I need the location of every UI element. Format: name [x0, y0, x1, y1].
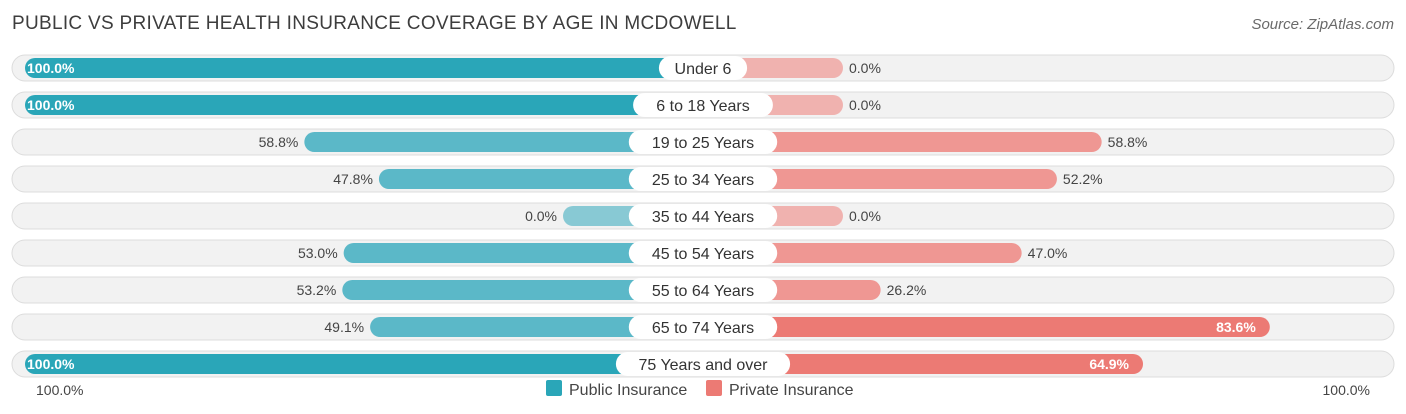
public-bar: [25, 95, 703, 115]
bar-rows: 100.0% 0.0% Under 6 100.0% 0.0% 6 to 18 Years…: [11, 54, 1395, 378]
axis-label-right: 100.0%: [1323, 382, 1370, 398]
private-value-label: 58.8%: [1108, 134, 1148, 150]
category-label: 75 Years and over: [639, 357, 769, 374]
bar-row: 53.0% 47.0% 45 to 54 Years: [11, 239, 1395, 267]
bar-row: 100.0% 0.0% 6 to 18 Years: [11, 91, 1395, 119]
legend-swatch-public: [546, 380, 562, 396]
category-pill: [628, 278, 778, 302]
bar-row: 100.0% 64.9% 75 Years and over: [11, 350, 1395, 378]
private-bar: [703, 243, 1022, 263]
private-value-label: 47.0%: [1028, 245, 1068, 261]
category-pill: [628, 204, 778, 228]
public-value-label: 47.8%: [333, 171, 373, 187]
category-pill: [628, 315, 778, 339]
private-value-label: 64.9%: [1089, 356, 1129, 372]
legend-swatch-private: [706, 380, 722, 396]
public-bar: [370, 317, 703, 337]
category-pill: [633, 93, 773, 117]
legend: Public Insurance Private Insurance: [546, 380, 854, 399]
bar-row: 47.8% 52.2% 25 to 34 Years: [11, 165, 1395, 193]
public-bar: [25, 58, 703, 78]
private-value-label: 26.2%: [887, 282, 927, 298]
axis-label-left: 100.0%: [36, 382, 83, 398]
public-value-label: 0.0%: [525, 208, 557, 224]
private-value-label: 52.2%: [1063, 171, 1103, 187]
chart-title: PUBLIC VS PRIVATE HEALTH INSURANCE COVER…: [12, 13, 737, 34]
public-value-label: 49.1%: [324, 319, 364, 335]
bar-row: 49.1% 83.6% 65 to 74 Years: [11, 313, 1395, 341]
private-bar: [703, 132, 1102, 152]
category-label: 19 to 25 Years: [652, 135, 754, 152]
chart-source: Source: ZipAtlas.com: [1251, 16, 1394, 33]
public-bar: [25, 354, 703, 374]
public-value-label: 100.0%: [27, 97, 75, 113]
public-value-label: 53.2%: [297, 282, 337, 298]
private-value-label: 0.0%: [849, 208, 881, 224]
bar-row: 58.8% 58.8% 19 to 25 Years: [11, 128, 1395, 156]
public-value-label: 58.8%: [259, 134, 299, 150]
bar-row: 100.0% 0.0% Under 6: [11, 54, 1395, 82]
public-bar: [378, 169, 703, 189]
category-label: 35 to 44 Years: [652, 209, 754, 226]
category-pill: [628, 241, 778, 265]
public-bar: [343, 243, 703, 263]
category-label: Under 6: [675, 61, 732, 78]
private-value-label: 83.6%: [1216, 319, 1256, 335]
category-label: 65 to 74 Years: [652, 320, 754, 337]
category-pill: [658, 56, 748, 80]
bar-row: 0.0% 0.0% 35 to 44 Years: [11, 202, 1395, 230]
private-value-label: 0.0%: [849, 60, 881, 76]
legend-label-public: Public Insurance: [569, 382, 687, 399]
bar-row: 53.2% 26.2% 55 to 64 Years: [11, 276, 1395, 304]
private-bar: [703, 169, 1057, 189]
public-value-label: 53.0%: [298, 245, 338, 261]
public-value-label: 100.0%: [27, 356, 75, 372]
private-value-label: 0.0%: [849, 97, 881, 113]
category-pill: [615, 352, 791, 376]
private-bar: [703, 317, 1270, 337]
public-bar: [304, 132, 703, 152]
public-bar: [342, 280, 703, 300]
category-pill: [628, 130, 778, 154]
category-pill: [628, 167, 778, 191]
category-label: 45 to 54 Years: [652, 246, 754, 263]
category-label: 6 to 18 Years: [656, 98, 749, 115]
category-label: 55 to 64 Years: [652, 283, 754, 300]
public-value-label: 100.0%: [27, 60, 75, 76]
legend-label-private: Private Insurance: [729, 382, 854, 399]
private-bar: [703, 354, 1144, 374]
category-label: 25 to 34 Years: [652, 172, 754, 189]
